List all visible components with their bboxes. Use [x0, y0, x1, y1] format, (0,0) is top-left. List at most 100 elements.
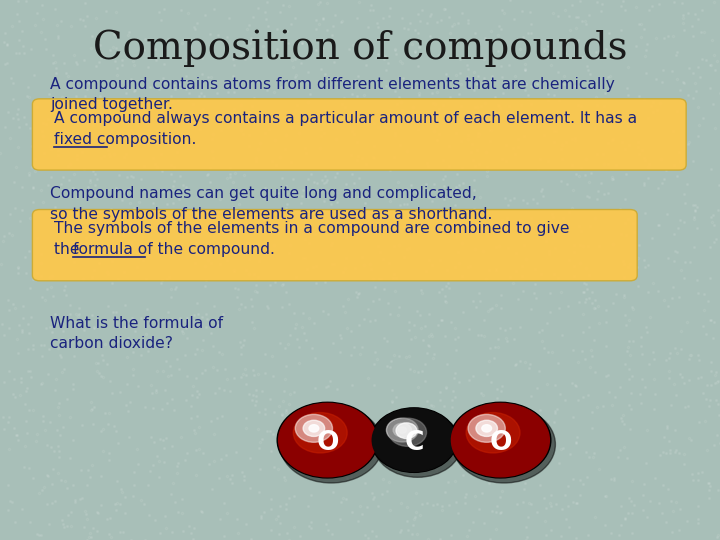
Point	[708, 221, 719, 230]
Point	[606, 401, 618, 409]
Point	[42, 441, 53, 450]
Point	[325, 199, 337, 208]
Point	[621, 454, 633, 462]
Point	[176, 6, 187, 15]
Point	[186, 402, 197, 410]
Point	[363, 374, 374, 382]
Point	[279, 344, 291, 353]
Point	[211, 88, 222, 97]
Point	[75, 465, 86, 474]
Point	[441, 426, 452, 435]
Point	[495, 324, 506, 333]
Point	[670, 446, 682, 455]
Point	[618, 272, 630, 281]
Point	[368, 381, 379, 389]
Point	[588, 335, 600, 344]
Point	[586, 408, 598, 416]
Point	[570, 135, 581, 144]
Point	[277, 213, 289, 221]
Point	[78, 56, 90, 65]
Point	[410, 508, 422, 517]
Point	[9, 303, 21, 312]
Point	[55, 237, 67, 245]
Point	[197, 105, 209, 113]
Point	[323, 309, 334, 318]
Point	[564, 25, 576, 34]
Point	[187, 535, 199, 540]
Point	[67, 380, 78, 389]
Point	[705, 357, 716, 366]
Point	[240, 380, 252, 388]
Point	[477, 247, 488, 255]
Point	[336, 16, 348, 25]
Point	[524, 8, 536, 17]
Point	[4, 445, 15, 454]
Point	[452, 508, 464, 517]
Point	[444, 92, 456, 101]
Point	[5, 496, 17, 505]
Point	[199, 281, 211, 290]
Point	[627, 337, 639, 346]
Point	[86, 406, 97, 414]
Point	[50, 375, 61, 383]
Point	[318, 14, 329, 23]
Point	[410, 488, 422, 497]
Point	[44, 273, 55, 282]
Point	[314, 144, 325, 153]
Point	[90, 14, 102, 22]
Point	[57, 172, 68, 181]
Point	[95, 500, 107, 509]
Point	[542, 157, 554, 165]
Point	[665, 401, 677, 409]
Point	[579, 288, 590, 296]
Point	[50, 310, 61, 319]
Point	[292, 410, 304, 418]
Point	[140, 329, 151, 338]
Point	[122, 31, 133, 39]
Point	[199, 10, 211, 19]
Point	[400, 353, 412, 361]
Point	[344, 446, 356, 454]
Point	[444, 192, 455, 201]
Point	[495, 291, 506, 299]
Point	[32, 102, 43, 111]
Point	[414, 310, 426, 319]
Point	[415, 286, 426, 294]
Point	[24, 367, 36, 375]
Point	[280, 131, 292, 139]
Point	[30, 166, 41, 175]
Point	[576, 347, 588, 355]
Point	[95, 193, 107, 201]
Point	[701, 395, 712, 404]
Point	[341, 118, 352, 127]
Point	[403, 317, 415, 326]
Point	[632, 143, 644, 151]
Point	[351, 233, 362, 241]
Point	[53, 442, 64, 451]
Point	[12, 264, 24, 273]
Point	[265, 525, 276, 534]
Point	[107, 279, 118, 287]
Point	[287, 175, 299, 184]
Point	[284, 330, 296, 339]
Point	[478, 55, 490, 63]
Point	[575, 164, 587, 173]
Point	[650, 34, 662, 43]
Point	[682, 318, 693, 327]
Point	[228, 178, 239, 187]
Point	[289, 323, 301, 332]
Point	[81, 515, 92, 523]
Point	[419, 376, 431, 385]
Point	[59, 281, 71, 290]
Point	[373, 274, 384, 283]
Point	[31, 429, 42, 438]
Point	[695, 373, 706, 382]
Point	[620, 515, 631, 523]
Point	[224, 164, 235, 173]
Point	[395, 525, 407, 534]
Point	[526, 115, 537, 124]
Point	[484, 535, 495, 540]
Point	[476, 331, 487, 340]
Point	[107, 389, 118, 397]
Point	[316, 44, 328, 52]
